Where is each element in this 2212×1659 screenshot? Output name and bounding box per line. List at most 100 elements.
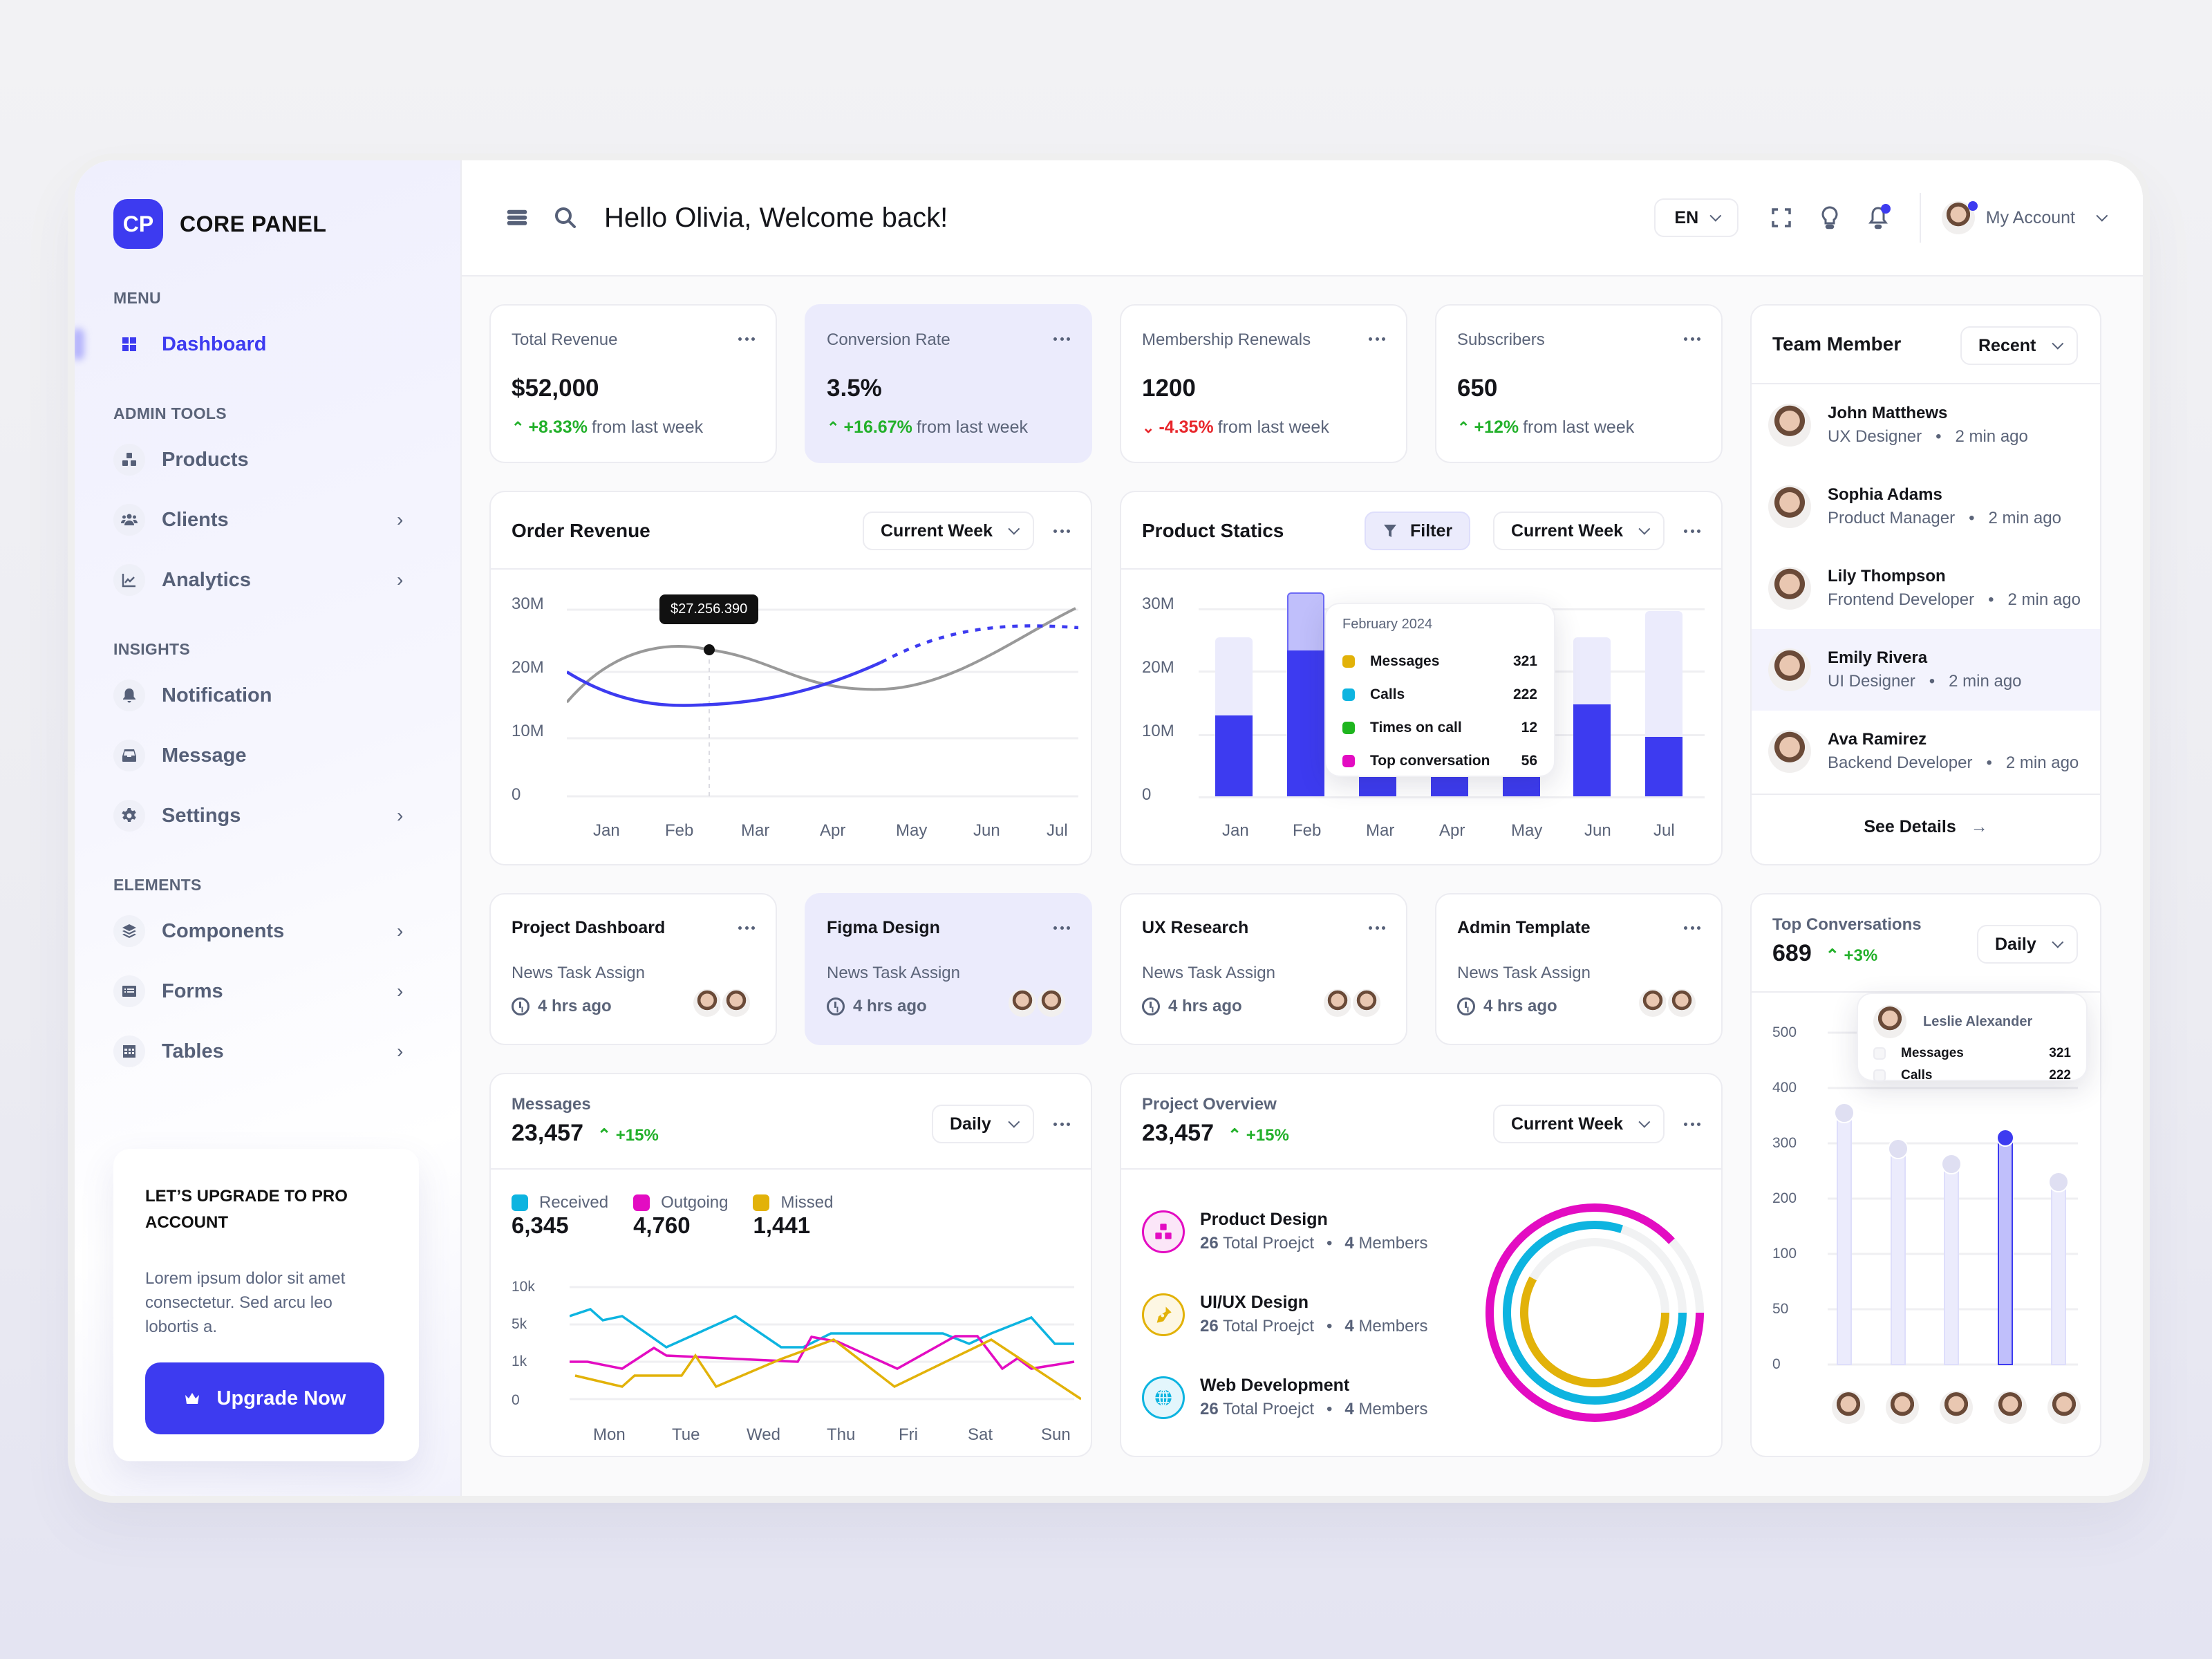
notification-badge [1880,204,1891,214]
stat-card-subscribers[interactable]: Subscribers 650 ⌃ +12% from last week [1435,304,1723,463]
globe-icon [1142,1376,1185,1419]
y-tick: 10M [1142,722,1174,740]
avatar[interactable] [1994,1391,2027,1424]
avatar[interactable] [1886,1391,1919,1424]
team-member-row[interactable]: John Matthews UX Designer • 2 min ago [1752,384,2100,466]
period-dropdown[interactable]: Daily [1977,925,2078,964]
team-member-row[interactable]: Ava Ramirez Backend Developer • 2 min ago [1752,711,2100,792]
see-details-link[interactable]: See Details → [1864,817,1988,836]
sidebar-item-components[interactable]: Components › [113,907,411,955]
project-subtitle: News Task Assign [827,964,960,982]
filter-icon [1384,525,1396,537]
more-options-icon[interactable] [1053,926,1070,932]
main-content: Hello Olivia, Welcome back! EN [462,160,2143,1496]
x-tick: Jul [1047,821,1068,840]
clock-icon [512,997,529,1015]
project-card-project-dashboard[interactable]: Project Dashboard News Task Assign 4 hrs… [489,893,777,1045]
more-options-icon[interactable] [1369,337,1385,343]
team-member-row[interactable]: Lily Thompson Frontend Developer • 2 min ag… [1752,547,2100,629]
clock-icon [827,997,845,1015]
avatar[interactable] [2047,1391,2081,1424]
project-item-web-development[interactable]: Web Development 26 Total Proejct • 4 Membe… [1142,1376,1427,1419]
more-options-icon[interactable] [1684,926,1700,932]
y-tick: 30M [1142,594,1174,613]
team-member-row[interactable]: Emily Rivera UI Designer • 2 min ago [1752,629,2100,711]
y-tick: 200 [1772,1190,1797,1206]
bar-jan-value[interactable] [1215,715,1253,796]
brand-logo[interactable]: CP CORE PANEL [113,199,460,249]
search-icon[interactable] [552,204,579,232]
project-card-figma-design[interactable]: Figma Design News Task Assign 4 hrs ago [805,893,1092,1045]
more-options-icon[interactable] [1684,337,1700,343]
avatar[interactable] [1940,1391,1973,1424]
more-options-icon[interactable] [1053,337,1070,343]
sidebar-item-dashboard[interactable]: Dashboard [75,320,411,368]
project-card-admin-template[interactable]: Admin Template News Task Assign 4 hrs ag… [1435,893,1723,1045]
team-filter-dropdown[interactable]: Recent [1960,326,2078,365]
sidebar-item-products[interactable]: Products [113,435,411,484]
period-dropdown[interactable]: Current Week [863,512,1034,550]
upgrade-now-button[interactable]: Upgrade Now [145,1362,384,1434]
project-item-product-design[interactable]: Product Design 26 Total Proejct • 4 Member… [1142,1210,1427,1253]
more-options-icon[interactable] [1684,529,1700,535]
sidebar-item-label: Dashboard [162,332,267,355]
chevron-down-icon [1638,1116,1651,1128]
sidebar-item-settings[interactable]: Settings › [113,791,411,840]
checkbox[interactable] [1873,1047,1886,1060]
sidebar-item-clients[interactable]: Clients › [113,496,411,544]
filter-button[interactable]: Filter [1365,512,1471,550]
section-label-admin-tools: ADMIN TOOLS [113,404,227,422]
fullscreen-icon[interactable] [1768,204,1795,232]
lightbulb-icon[interactable] [1816,204,1844,232]
card-title: Order Revenue [512,520,650,541]
project-item-uiux-design[interactable]: UI/UX Design 26 Total Proejct • 4 Members [1142,1293,1427,1336]
period-dropdown[interactable]: Current Week [1493,1105,1665,1143]
sidebar-item-tables[interactable]: Tables › [113,1027,411,1076]
divider [1121,568,1721,570]
bar-feb-value[interactable] [1287,650,1324,796]
more-options-icon[interactable] [1684,1123,1700,1128]
team-member-row[interactable]: Sophia Adams Product Manager • 2 min ago [1752,466,2100,547]
sidebar-item-label: Message [162,744,247,767]
tooltip-person: Leslie Alexander [1873,1005,2071,1038]
stat-label: Conversion Rate [827,330,950,349]
more-options-icon[interactable] [1053,1123,1070,1128]
period-dropdown[interactable]: Daily [932,1105,1034,1143]
menu-icon[interactable] [503,204,531,232]
bar-jun-value[interactable] [1573,704,1611,796]
period-dropdown[interactable]: Current Week [1493,512,1665,550]
top-bar: Hello Olivia, Welcome back! EN [462,160,2143,276]
avatar[interactable] [1832,1391,1865,1424]
sidebar-item-analytics[interactable]: Analytics › [113,556,411,604]
notification-bell-icon[interactable] [1864,204,1892,232]
sidebar-item-notification[interactable]: Notification [113,671,411,720]
more-options-icon[interactable] [738,926,755,932]
account-menu[interactable]: My Account [1941,201,2108,234]
avatar [1768,648,1811,691]
upgrade-text: Lorem ipsum dolor sit amet consectetur. … [145,1269,346,1336]
bar-jul-value[interactable] [1645,737,1683,796]
arrow-right-icon: → [1970,817,1988,836]
avatar [1322,987,1353,1019]
more-options-icon[interactable] [738,337,755,343]
stat-card-conversion-rate[interactable]: Conversion Rate 3.5% ⌃ +16.67% from last w… [805,304,1092,463]
more-options-icon[interactable] [1053,529,1070,535]
chevron-right-icon: › [397,1040,404,1062]
conversation-tooltip: Leslie Alexander Messages 321 Calls 222 [1857,993,2088,1082]
member-meta: UI Designer • 2 min ago [1828,672,2022,691]
language-select[interactable]: EN [1653,198,1738,237]
project-title: Admin Template [1457,918,1591,937]
sidebar-item-message[interactable]: Message [113,731,411,780]
project-card-ux-research[interactable]: UX Research News Task Assign 4 hrs ago [1120,893,1407,1045]
y-tick: 0 [512,1392,520,1408]
more-options-icon[interactable] [1369,926,1385,932]
stat-card-membership-renewals[interactable]: Membership Renewals 1200 ⌄ -4.35% from las… [1120,304,1407,463]
y-tick: 20M [512,658,544,677]
tooltip-row: Messages 321 [1342,645,1537,678]
checkbox[interactable] [1873,1069,1886,1082]
chevron-down-icon [1638,523,1651,535]
sidebar-item-label: Analytics [162,568,251,591]
stat-card-total-revenue[interactable]: Total Revenue $52,000 ⌃ +8.33% from last w… [489,304,777,463]
x-tick: Fri [899,1425,918,1444]
sidebar-item-forms[interactable]: Forms › [113,967,411,1015]
